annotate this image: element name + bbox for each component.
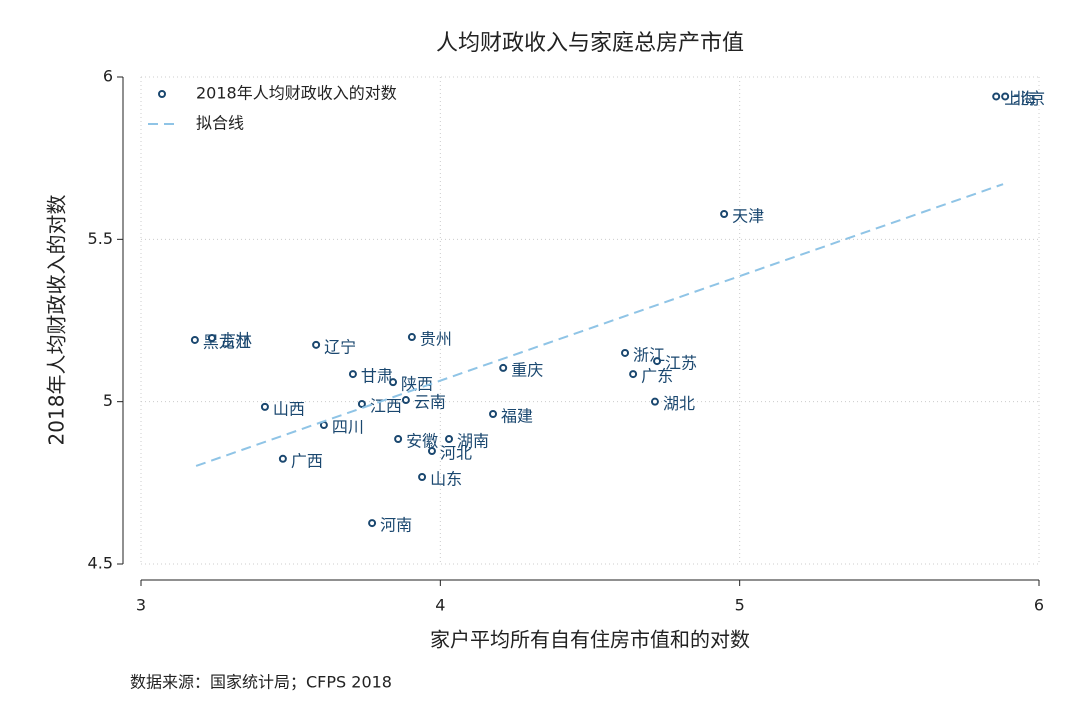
point-label: 上海 bbox=[1004, 89, 1036, 108]
point-label: 重庆 bbox=[511, 360, 543, 379]
point-label: 安徽 bbox=[406, 432, 438, 451]
point-label: 吉林 bbox=[220, 331, 252, 350]
legend-label: 2018年人均财政收入的对数 bbox=[196, 84, 397, 103]
x-tick-label: 5 bbox=[735, 596, 745, 615]
y-tick-label: 4.5 bbox=[88, 554, 113, 573]
point bbox=[394, 435, 403, 444]
y-tick-label: 6 bbox=[103, 67, 113, 86]
source-note: 数据来源：国家统计局；CFPS 2018 bbox=[130, 673, 392, 692]
point-label: 辽宁 bbox=[324, 337, 356, 356]
x-tick-label: 4 bbox=[435, 596, 445, 615]
point bbox=[445, 435, 454, 444]
point bbox=[720, 210, 729, 219]
point bbox=[407, 333, 416, 342]
point-label: 陕西 bbox=[401, 375, 433, 394]
point-label: 四川 bbox=[332, 418, 364, 437]
point bbox=[621, 348, 630, 357]
point bbox=[653, 357, 662, 366]
point-label: 广西 bbox=[291, 451, 323, 470]
point-label: 湖北 bbox=[663, 394, 695, 413]
point-label: 北京 bbox=[1013, 89, 1045, 108]
point bbox=[650, 397, 659, 406]
y-axis-label: 2018年人均财政收入的对数 bbox=[45, 195, 69, 446]
point bbox=[348, 370, 357, 379]
point bbox=[357, 399, 366, 408]
legend-marker bbox=[158, 90, 166, 98]
point bbox=[418, 472, 427, 481]
point bbox=[499, 363, 508, 372]
chart-title: 人均财政收入与家庭总房产市值 bbox=[436, 31, 744, 56]
point bbox=[489, 410, 498, 419]
point-label: 云南 bbox=[414, 393, 446, 412]
point-label: 山西 bbox=[273, 399, 305, 418]
point-label: 河北 bbox=[440, 444, 472, 463]
y-tick-label: 5 bbox=[103, 391, 113, 410]
point bbox=[401, 396, 410, 405]
point-label: 甘肃 bbox=[361, 367, 393, 386]
point-label: 河南 bbox=[380, 516, 412, 535]
point bbox=[1001, 92, 1010, 101]
point-label: 福建 bbox=[501, 407, 533, 426]
point bbox=[312, 340, 321, 349]
point-label: 江苏 bbox=[665, 354, 697, 373]
point-label: 山东 bbox=[430, 469, 462, 488]
point bbox=[207, 334, 216, 343]
point bbox=[629, 370, 638, 379]
point-label: 江西 bbox=[370, 396, 402, 415]
point bbox=[389, 378, 398, 387]
point bbox=[190, 335, 199, 344]
point-label: 湖南 bbox=[457, 432, 489, 451]
point bbox=[278, 454, 287, 463]
x-tick-label: 6 bbox=[1034, 596, 1044, 615]
point-label: 广东 bbox=[641, 367, 673, 386]
point bbox=[427, 447, 436, 456]
y-tick-label: 5.5 bbox=[88, 229, 113, 248]
point-label: 天津 bbox=[732, 207, 764, 226]
point-label: 贵州 bbox=[420, 330, 452, 349]
point bbox=[368, 519, 377, 528]
legend-label: 拟合线 bbox=[196, 114, 244, 133]
fit-line bbox=[195, 183, 1004, 467]
x-axis-label: 家户平均所有自有住房市值和的对数 bbox=[430, 628, 750, 652]
x-tick-label: 3 bbox=[136, 596, 146, 615]
point bbox=[992, 92, 1001, 101]
point bbox=[260, 402, 269, 411]
